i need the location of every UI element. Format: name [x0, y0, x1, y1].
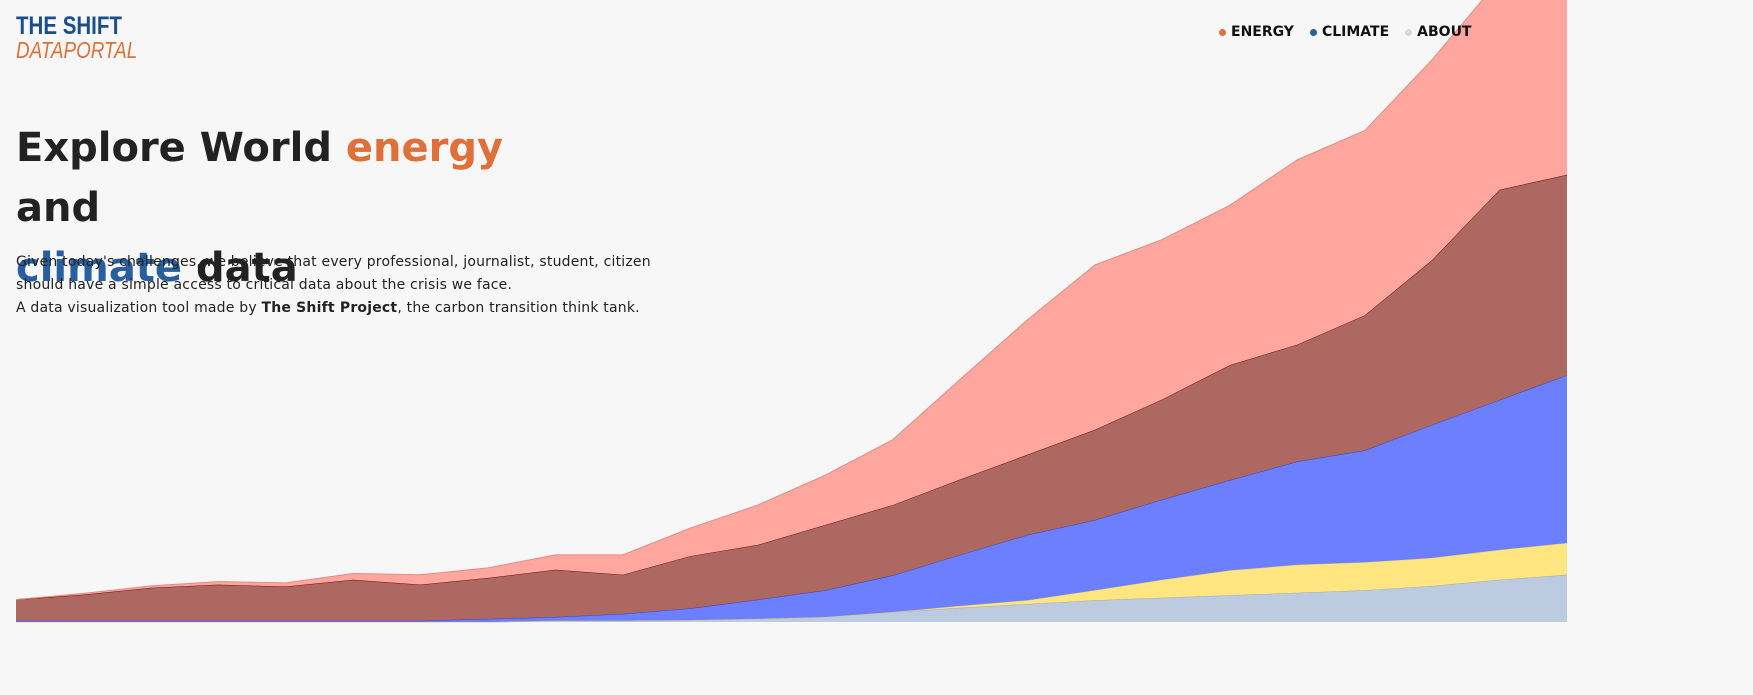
credit-text: A data visualization tool made by: [16, 300, 257, 316]
area: [16, 574, 1567, 622]
title-part: and: [16, 185, 101, 231]
area-edge: [15, 0, 1483, 601]
intro: Given today's challenges, we believe tha…: [16, 254, 651, 293]
hero-text: Given today's challenges, we believe tha…: [16, 251, 696, 320]
area: [16, 0, 1567, 600]
nav: ENERGY CLIMATE ABOUT: [1219, 24, 1471, 40]
area: [16, 543, 1567, 622]
credit: A data visualization tool made by The Sh…: [16, 297, 696, 320]
nav-label: ABOUT: [1417, 24, 1472, 40]
credit-link[interactable]: The Shift Project: [261, 300, 398, 316]
nav-dot: [1405, 28, 1413, 36]
logo[interactable]: THE SHIFT DATAPORTAL: [16, 12, 164, 63]
hero-title: Explore World energy and climate data: [16, 118, 576, 298]
area: [16, 375, 1567, 622]
credit-text: , the carbon transition think tank.: [397, 300, 640, 316]
title-part: energy: [345, 125, 504, 171]
title-part: data: [196, 245, 298, 291]
nav-dot: [1219, 28, 1226, 36]
nav-label: ENERGY: [1231, 24, 1294, 40]
area: [16, 174, 1567, 621]
nav-climate[interactable]: CLIMATE: [1309, 24, 1390, 40]
nav-label: CLIMATE: [1321, 24, 1390, 40]
nav-about[interactable]: ABOUT: [1405, 24, 1471, 40]
logo-subtitle: DATAPORTAL: [16, 37, 138, 63]
title-part: climate: [16, 245, 183, 291]
nav-energy[interactable]: ENERGY: [1219, 24, 1294, 40]
title-part: Explore World: [16, 125, 332, 171]
logo-title: THE SHIFT: [16, 12, 122, 40]
nav-dot: [1309, 28, 1317, 36]
